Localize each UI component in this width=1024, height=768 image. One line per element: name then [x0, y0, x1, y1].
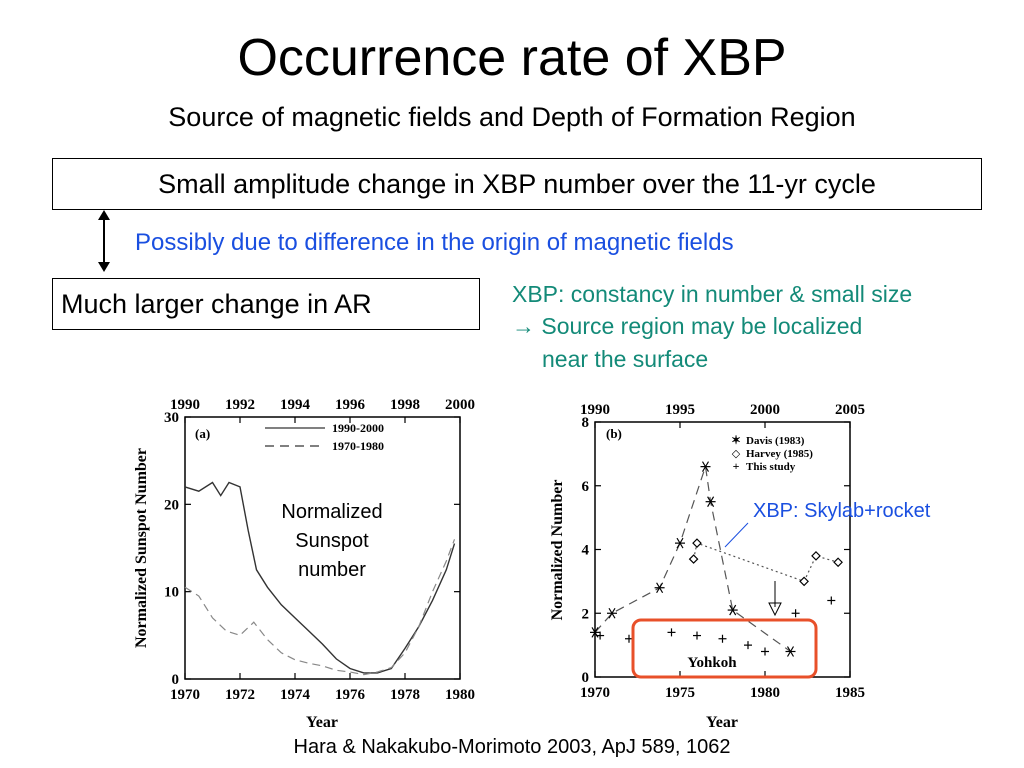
chart-b-legend: ✶ Davis (1983) ◇ Harvey (1985) + This st… [731, 433, 813, 473]
this-study-point [693, 631, 701, 640]
x-tick-label: 1970 [580, 685, 610, 701]
marker-arrow-head [768, 602, 782, 617]
davis-point [700, 461, 711, 472]
x-tick-label: 1978 [390, 687, 420, 703]
top-tick-label: 1990 [170, 397, 200, 413]
series-line-dashed [184, 539, 456, 676]
double-arrow-icon [98, 210, 110, 272]
magnetic-origin-note: Possibly due to difference in the origin… [135, 229, 734, 256]
chart-a-xlabel: Year [306, 714, 338, 730]
chart-a-panel-label: (a) [195, 426, 210, 441]
x-tick-label: 1976 [335, 687, 366, 703]
xbp-cycle-box: Small amplitude change in XBP number ove… [52, 158, 982, 210]
xbp-constancy-note: XBP: constancy in number & small size [512, 281, 913, 307]
legend-asterisk-marker: ✶ [731, 433, 741, 447]
x-tick-label: 1985 [835, 685, 865, 701]
y-tick-label: 4 [582, 543, 590, 559]
davis-point [675, 537, 685, 549]
yohkoh-highlight-box [631, 618, 818, 679]
chart-b-xlabel: Year [706, 714, 738, 730]
x-tick-label: 1980 [750, 685, 780, 701]
sunspot-chart: 1970 1972 1974 1976 1978 1980 1990 1992 1994 1996… [133, 397, 475, 730]
xbp-number-chart: 1970 1975 1980 1985 1990 1995 2000 2005 0 2 4 6 8 (b… [549, 402, 865, 730]
chart-b-panel-label: (b) [606, 426, 622, 441]
source-region-note: → Source region may be localized [512, 313, 863, 339]
legend-this-study: This study [746, 461, 796, 473]
harvey-line [693, 542, 839, 583]
davis-line [594, 466, 791, 652]
y-tick-label: 20 [164, 497, 179, 513]
top-tick-label: 1992 [225, 397, 255, 413]
page-subtitle: Source of magnetic fields and Depth of F… [168, 102, 856, 132]
top-tick-label: 1990 [580, 402, 610, 418]
skylab-pointer [724, 522, 749, 548]
harvey-point [833, 557, 843, 568]
yohkoh-label: Yohkoh [687, 655, 737, 671]
y-tick-label: 6 [582, 479, 590, 495]
harvey-point [692, 538, 702, 548]
skylab-annotation: XBP: Skylab+rocket [753, 500, 931, 522]
citation: Hara & Nakakubo-Morimoto 2003, ApJ 589, … [293, 736, 731, 758]
y-tick-label: 30 [164, 410, 179, 426]
x-tick-label: 1970 [170, 687, 200, 703]
x-tick-label: 1972 [225, 687, 255, 703]
harvey-point [811, 551, 821, 561]
this-study-point [718, 634, 727, 643]
this-study-point [744, 641, 752, 650]
this-study-point [791, 609, 800, 618]
legend-davis: Davis (1983) [746, 435, 805, 447]
chart-a-frame [184, 416, 461, 680]
x-tick-label: 1975 [665, 685, 695, 701]
harvey-point [688, 554, 699, 564]
near-surface-note: near the surface [542, 346, 709, 372]
x-tick-label: 1974 [280, 687, 311, 703]
legend-diamond-marker: ◇ [732, 448, 741, 460]
davis-point [727, 604, 738, 616]
davis-point [607, 607, 617, 619]
y-tick-label: 2 [582, 606, 590, 622]
ar-change-box: Much larger change in AR [52, 278, 480, 330]
chart-a-ylabel: Normalized Sunspot Number [133, 448, 150, 648]
legend-harvey: Harvey (1985) [746, 448, 813, 460]
top-tick-label: 2000 [750, 402, 780, 418]
legend-plus-marker: + [733, 459, 740, 473]
top-tick-label: 2005 [835, 402, 865, 418]
page-title: Occurrence rate of XBP [237, 29, 787, 87]
y-tick-label: 8 [582, 415, 590, 431]
y-tick-label: 10 [164, 585, 179, 601]
sunspot-annotation: Normalized Sunspot number [281, 501, 383, 581]
harvey-point [799, 576, 809, 587]
legend-series-1: 1990-2000 [332, 421, 384, 435]
this-study-point [827, 596, 836, 605]
top-tick-label: 1998 [390, 397, 420, 413]
top-tick-label: 1996 [335, 397, 366, 413]
chart-b-ylabel: Normalized Number [549, 480, 566, 621]
top-tick-label: 1994 [280, 397, 311, 413]
series-line-solid [184, 481, 456, 674]
x-tick-label: 1980 [445, 687, 475, 703]
legend-series-2: 1970-1980 [332, 439, 384, 453]
this-study-point [761, 647, 769, 656]
davis-point [785, 646, 796, 657]
davis-point [654, 582, 665, 594]
top-tick-label: 1995 [665, 402, 695, 418]
this-study-point [667, 628, 676, 637]
this-study-point [596, 631, 605, 640]
davis-point [705, 496, 716, 507]
y-tick-label: 0 [172, 672, 180, 688]
y-tick-label: 0 [582, 670, 590, 686]
top-tick-label: 2000 [445, 397, 475, 413]
